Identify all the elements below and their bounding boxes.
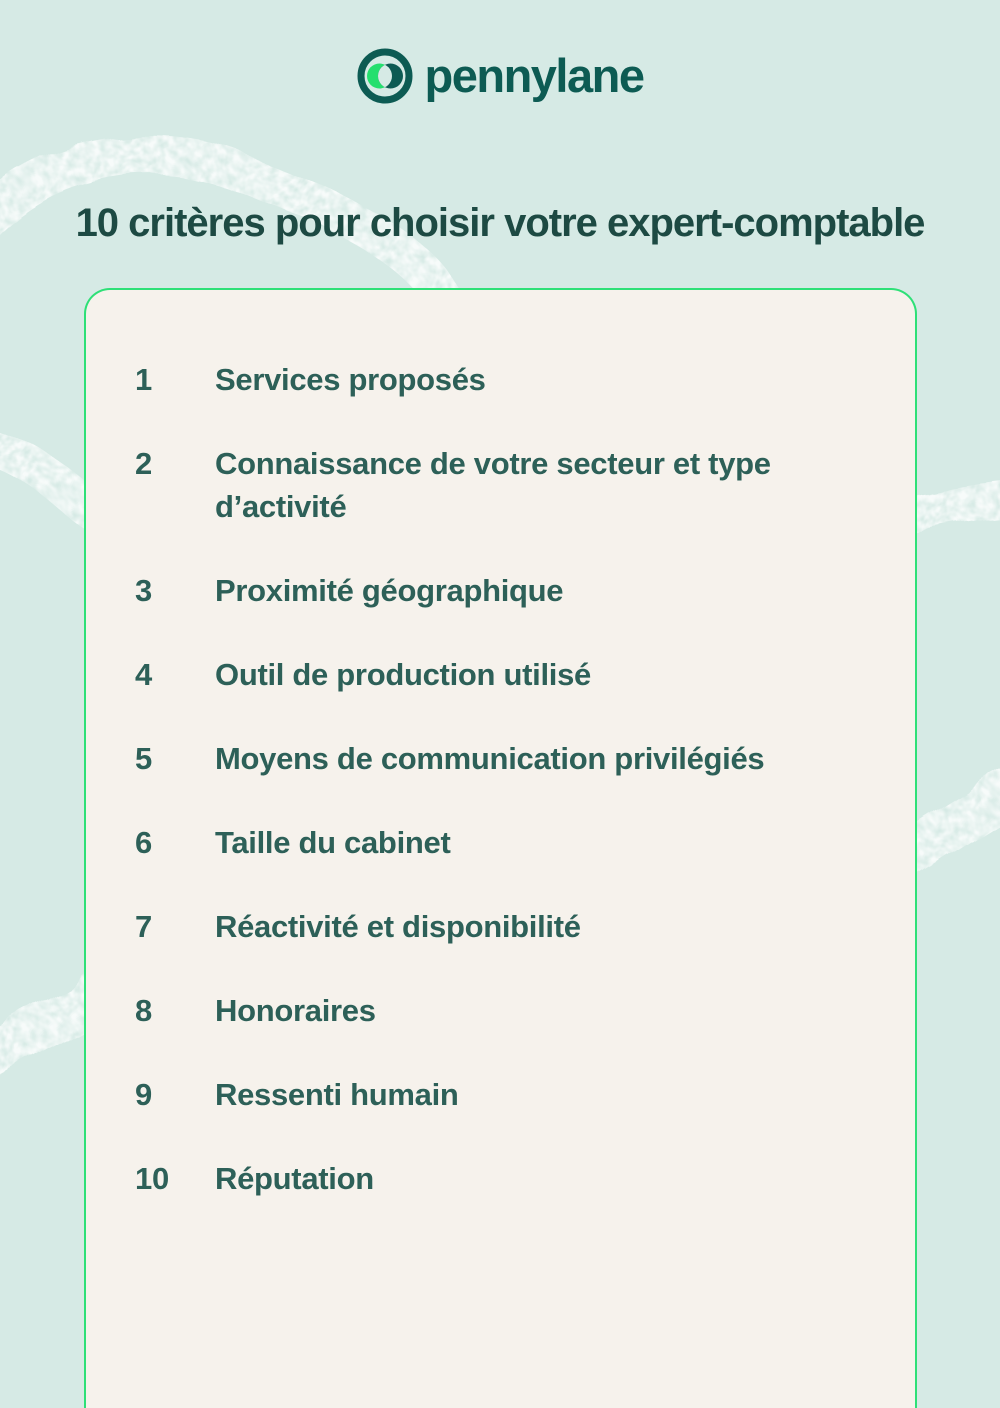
list-item: 8 Honoraires <box>135 989 875 1032</box>
list-item: 10 Réputation <box>135 1157 875 1200</box>
page-title: 10 critères pour choisir votre expert-co… <box>75 200 926 245</box>
item-number: 2 <box>135 446 152 481</box>
list-item: 2 Connaissance de votre secteur et type … <box>135 442 875 528</box>
item-number: 3 <box>135 573 152 608</box>
criteria-list: 1 Services proposés 2 Connaissance de vo… <box>86 290 915 1200</box>
list-item: 9 Ressenti humain <box>135 1073 875 1116</box>
item-number: 9 <box>135 1077 152 1112</box>
item-number: 6 <box>135 825 152 860</box>
item-label: Outil de production utilisé <box>215 657 591 692</box>
item-label: Réputation <box>215 1161 374 1196</box>
item-number: 4 <box>135 657 152 692</box>
pennylane-mark-icon <box>357 48 413 104</box>
item-number: 10 <box>135 1161 169 1196</box>
pennylane-logo: pennylane <box>0 48 1000 104</box>
item-number: 5 <box>135 741 152 776</box>
item-label: Honoraires <box>215 993 376 1028</box>
list-item: 4 Outil de production utilisé <box>135 653 875 696</box>
list-item: 3 Proximité géographique <box>135 569 875 612</box>
list-item: 1 Services proposés <box>135 358 875 401</box>
item-label: Taille du cabinet <box>215 825 451 860</box>
item-number: 1 <box>135 362 152 397</box>
item-label: Connaissance de votre secteur et type d’… <box>215 446 771 524</box>
list-item: 7 Réactivité et disponibilité <box>135 905 875 948</box>
brush-swash-right-upper <box>894 481 1000 532</box>
list-item: 6 Taille du cabinet <box>135 821 875 864</box>
item-number: 8 <box>135 993 152 1028</box>
item-label: Services proposés <box>215 362 486 397</box>
item-number: 7 <box>135 909 152 944</box>
criteria-card: 1 Services proposés 2 Connaissance de vo… <box>84 288 917 1408</box>
item-label: Ressenti humain <box>215 1077 459 1112</box>
list-item: 5 Moyens de communication privilégiés <box>135 737 875 780</box>
item-label: Moyens de communication privilégiés <box>215 741 765 776</box>
item-label: Proximité géographique <box>215 573 564 608</box>
pennylane-wordmark: pennylane <box>424 49 645 102</box>
item-label: Réactivité et disponibilité <box>215 909 581 944</box>
